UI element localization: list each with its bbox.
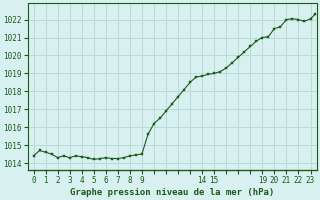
X-axis label: Graphe pression niveau de la mer (hPa): Graphe pression niveau de la mer (hPa): [70, 188, 274, 197]
